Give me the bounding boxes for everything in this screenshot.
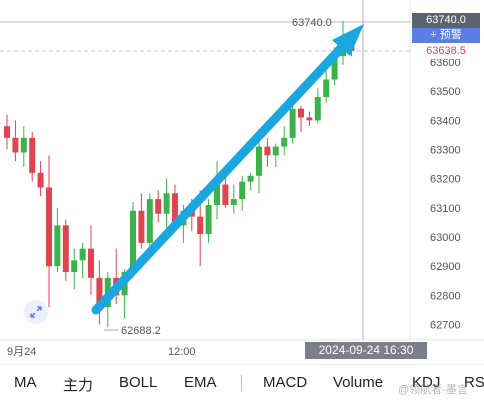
indicator-ma[interactable]: MA: [14, 374, 37, 391]
trend-arrow-annotation: [91, 24, 364, 315]
indicator-rsi[interactable]: RSI: [464, 374, 484, 391]
expand-icon: [30, 306, 42, 318]
candle: [298, 105, 304, 133]
candle: [272, 143, 279, 168]
high-price-label: 63740.0: [292, 17, 332, 29]
crosshair-time-box: 2024-09-24 16:30: [305, 342, 427, 359]
indicator-toolbar: MA 主力 BOLL EMA MACD Volume KDJ RSI: [0, 364, 484, 401]
candle: [88, 225, 94, 296]
price-tick: 63600: [430, 57, 461, 69]
last-price-box: 63638.5: [412, 44, 480, 59]
candle: [138, 193, 145, 249]
candle: [54, 207, 61, 273]
candle: [205, 199, 212, 243]
price-tick: 62700: [430, 320, 461, 332]
candle: [247, 172, 254, 191]
price-tick: 63000: [430, 232, 461, 244]
indicator-volume[interactable]: Volume: [333, 374, 384, 391]
price-tick: 63300: [430, 145, 461, 157]
price-chart[interactable]: 63600 63500 63400 63300 63200 63100 63000 62900…: [0, 0, 484, 364]
candle: [314, 88, 321, 124]
candle: [12, 120, 19, 162]
low-price-label: 62688.2: [121, 325, 161, 337]
candle: [79, 242, 86, 278]
candle: [323, 70, 330, 103]
candle: [155, 190, 162, 223]
time-tick: 12:00: [168, 346, 196, 358]
candle: [264, 137, 271, 168]
alert-button[interactable]: + 预警: [412, 28, 480, 43]
expand-chart-button[interactable]: [24, 300, 48, 324]
candle: [20, 126, 27, 168]
candle: [306, 111, 313, 127]
candle: [37, 161, 44, 197]
price-tick: 63100: [430, 203, 461, 215]
candle: [214, 161, 220, 220]
candle: [239, 175, 246, 211]
date-tick: 9月24: [7, 346, 36, 358]
high-price-box: 63740.0: [412, 13, 480, 28]
indicator-boll[interactable]: BOLL: [119, 374, 158, 391]
candle: [71, 248, 78, 290]
candle: [289, 102, 296, 144]
candle: [96, 260, 103, 325]
price-tick: 63200: [430, 174, 461, 186]
toolbar-divider: [241, 375, 242, 391]
candle: [281, 126, 288, 156]
price-tick: 62900: [430, 261, 461, 273]
candle: [62, 219, 69, 281]
watermark: @领航者-墨言: [398, 384, 468, 396]
price-tick: 63500: [430, 86, 461, 98]
price-tick: 63400: [430, 115, 461, 127]
candle: [29, 132, 36, 182]
indicator-kdj[interactable]: KDJ: [412, 374, 441, 391]
candle: [163, 178, 170, 238]
candle: [46, 155, 52, 308]
indicator-main-force[interactable]: 主力: [63, 377, 94, 394]
indicator-ema[interactable]: EMA: [184, 374, 217, 391]
indicator-macd[interactable]: MACD: [263, 374, 308, 391]
price-tick: 62800: [430, 290, 461, 302]
candle: [230, 184, 237, 214]
candle: [4, 114, 10, 150]
